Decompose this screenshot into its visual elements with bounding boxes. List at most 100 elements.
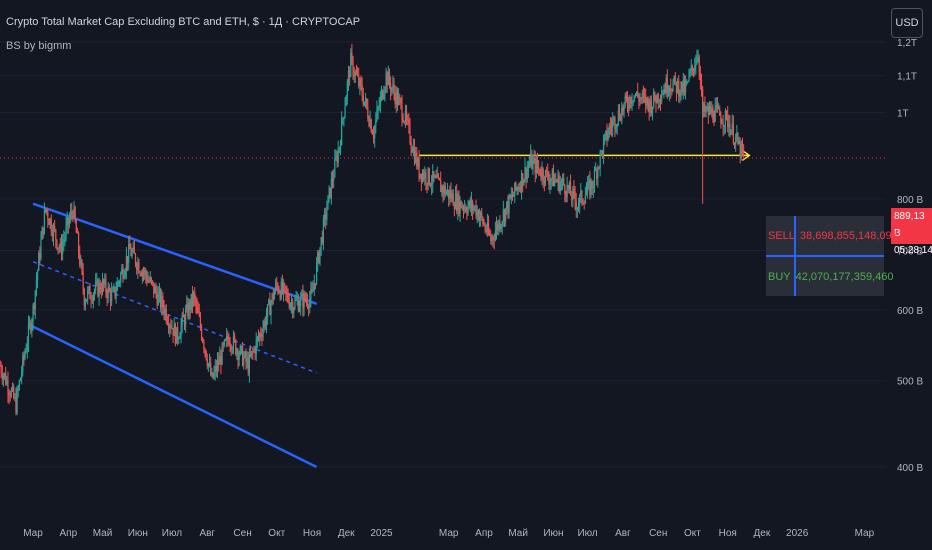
candle-body — [691, 65, 694, 69]
candle-body — [581, 190, 583, 203]
candle-body — [95, 282, 97, 291]
candle-body — [121, 268, 123, 274]
candle-body — [17, 388, 19, 391]
y-axis[interactable]: 400 B 500 B 600 B 700 B 800 B 1T 1,1T 1,2T — [897, 38, 923, 474]
candle-body — [109, 291, 112, 302]
candle-body — [252, 351, 254, 353]
candle-body — [589, 179, 591, 195]
candle-body — [142, 271, 145, 273]
buy-sell-table: SELL 38,698,855,148,097 BUY 42,070,177,3… — [766, 216, 898, 296]
candle-body — [425, 172, 427, 184]
candle-body — [384, 88, 386, 95]
currency-button[interactable]: USD — [891, 8, 923, 38]
candle-body — [3, 373, 6, 376]
candle-body — [481, 212, 483, 218]
candle-body — [647, 97, 649, 103]
candle-body — [270, 302, 272, 315]
candle-body — [424, 172, 426, 180]
candle-body — [47, 211, 49, 221]
candle-body — [24, 352, 26, 358]
candle-body — [368, 118, 370, 126]
candle-body — [382, 90, 384, 99]
candle-body — [191, 293, 194, 304]
candle-body — [692, 68, 695, 72]
candle-body — [179, 336, 181, 339]
candle-body — [383, 94, 385, 99]
candle-body — [489, 232, 491, 236]
candle-body — [125, 256, 128, 271]
candle-body — [631, 101, 633, 105]
candle-body — [231, 349, 233, 351]
candle-body — [254, 348, 256, 354]
candle-body — [336, 156, 338, 163]
candle-body — [344, 106, 346, 118]
candle-body — [676, 80, 679, 93]
candle-body — [622, 107, 624, 112]
candle-body — [566, 185, 568, 197]
bar-countdown: 05:28:14 — [894, 245, 932, 256]
candle-body — [588, 179, 590, 183]
candle-body — [375, 119, 377, 127]
candle-body — [204, 348, 206, 351]
candle-body — [319, 247, 321, 263]
candle-body — [528, 163, 531, 167]
candle-body — [535, 159, 537, 174]
candle-body — [374, 126, 376, 139]
candle-body — [35, 280, 38, 291]
candle-body — [524, 167, 526, 180]
candle-body — [287, 293, 289, 302]
candle-body — [195, 298, 197, 306]
candle-body — [1, 373, 3, 380]
x-axis[interactable]: Мар Апр Май Июн Июл Авг Сен Окт Ноя Дек 2025 Мар Апр… — [23, 528, 874, 539]
candle-body — [153, 282, 155, 294]
candle-body — [70, 211, 72, 219]
candle-body — [717, 107, 720, 109]
candle-body — [453, 205, 455, 209]
candle-body — [584, 195, 586, 204]
candle-body — [642, 93, 645, 96]
candle-body — [13, 386, 15, 398]
candle-body — [182, 314, 184, 318]
candle-body — [477, 210, 479, 221]
candle-body — [448, 189, 450, 199]
indicator-label[interactable]: BS by bigmm — [6, 40, 72, 52]
candle-body — [482, 217, 484, 225]
candle-body — [40, 239, 42, 259]
candle-body — [638, 96, 640, 102]
candle-body — [245, 352, 247, 362]
candle-body — [148, 279, 150, 282]
candle-body — [64, 236, 66, 240]
candle-body — [56, 239, 58, 249]
candle-body — [239, 346, 241, 355]
candle-body — [155, 286, 157, 294]
candle-body — [39, 253, 41, 259]
candle-body — [380, 90, 383, 97]
candle-body — [351, 52, 353, 59]
candle-body — [446, 189, 449, 193]
x-tick-label: Сен — [233, 528, 251, 539]
candle-body — [377, 107, 379, 110]
candle-body — [251, 351, 253, 356]
candle-body — [255, 339, 257, 354]
candle-body — [467, 206, 469, 214]
candle-body — [140, 273, 142, 276]
candle-body — [240, 346, 243, 348]
candle-body — [59, 242, 61, 249]
candle-body — [285, 286, 287, 293]
candle-body — [431, 184, 433, 186]
candle-body — [675, 81, 678, 93]
candle-body — [399, 97, 401, 100]
candle-body — [253, 348, 255, 352]
candle-body — [41, 227, 43, 240]
candle-body — [514, 182, 516, 196]
candle-body — [376, 109, 378, 120]
x-tick-label: 2025 — [370, 528, 393, 539]
candle-body — [106, 292, 108, 298]
candle-body — [200, 327, 203, 339]
candle-body — [186, 303, 188, 311]
candle-body — [639, 98, 641, 102]
candle-body — [609, 125, 612, 127]
candle-body — [598, 167, 600, 169]
candle-body — [699, 73, 701, 81]
